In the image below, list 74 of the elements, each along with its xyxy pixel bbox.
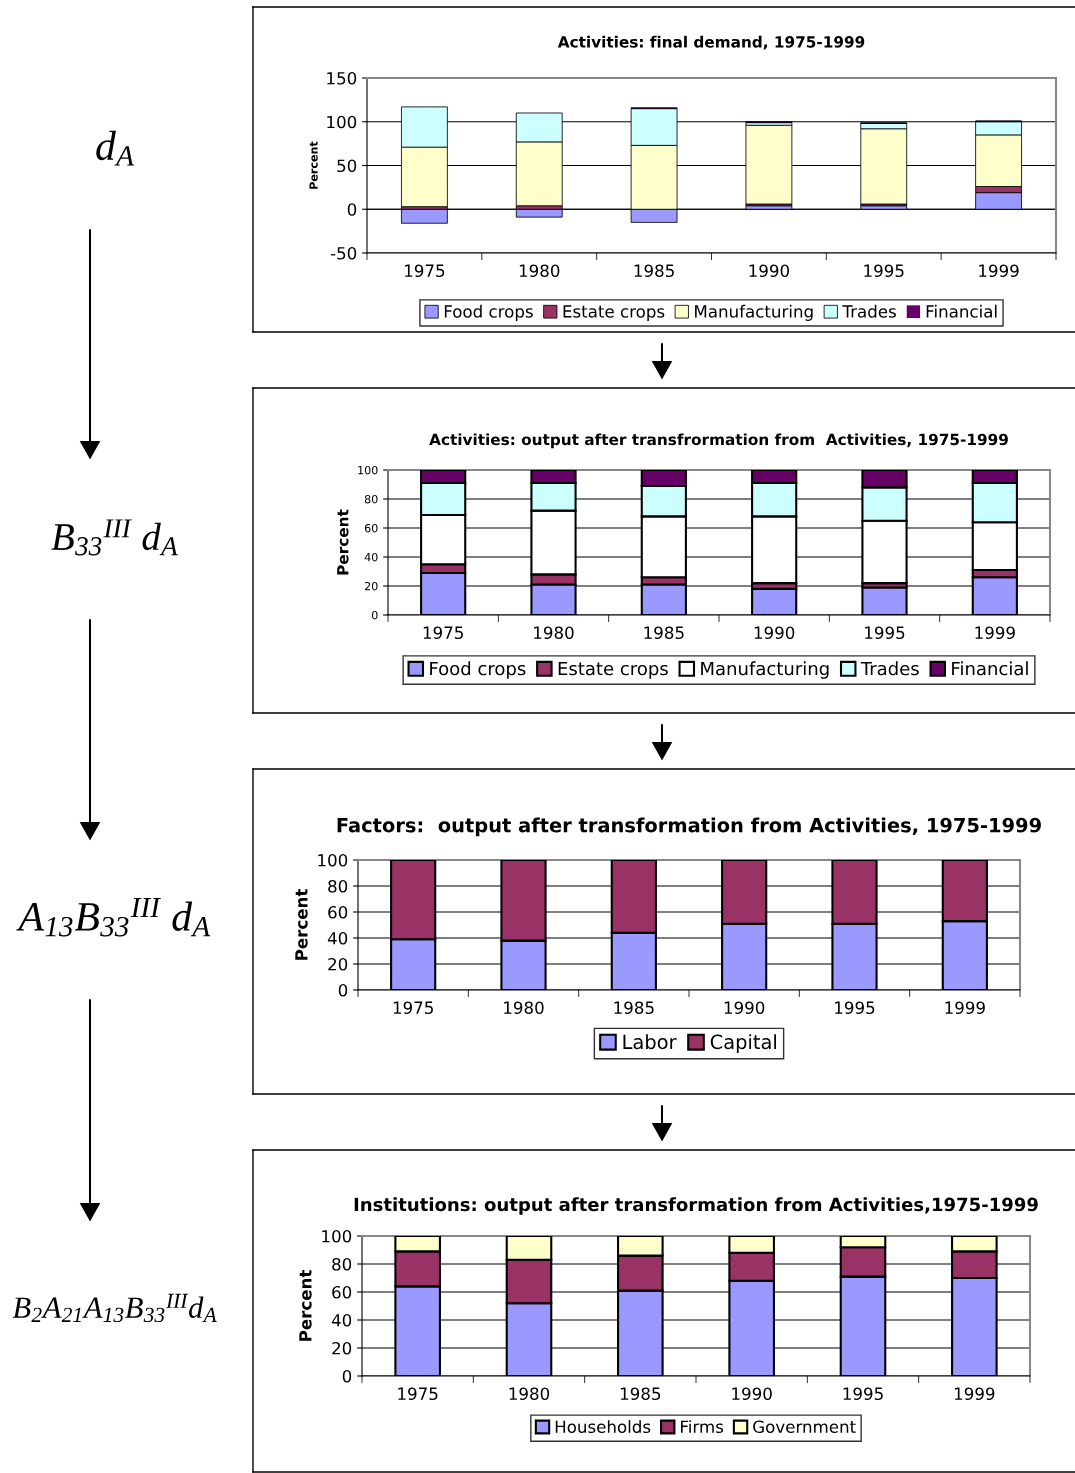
- y-tick-label: 40: [331, 1313, 352, 1327]
- y-tick-label: 150: [327, 71, 357, 85]
- legend-label: Trades: [842, 304, 896, 318]
- x-tick-label: 1995: [835, 1001, 875, 1015]
- y-tick-label: 20: [328, 957, 348, 971]
- x-tick-label: 1985: [644, 626, 684, 640]
- x-tick-label: 1980: [519, 264, 560, 278]
- x-tick-label: 1999: [945, 1001, 985, 1015]
- y-tick-label: 20: [332, 1341, 352, 1355]
- legend-label: Government: [753, 1420, 856, 1434]
- x-tick-label: 1990: [724, 1001, 765, 1015]
- x-tick-label: 1990: [749, 264, 790, 278]
- legend-label: Food crops: [430, 661, 526, 679]
- y-tick-label: 0: [371, 610, 378, 620]
- chart-title: Factors: output after transformation from Activities, 1975-1999: [337, 817, 1041, 837]
- y-axis-title: Percent: [337, 509, 349, 575]
- x-tick-label: 1995: [864, 264, 904, 278]
- chart-title: Activities: final demand, 1975-1999: [557, 35, 865, 50]
- chart-title: Activities: output after transfrormation from Activities, 1975-1999: [429, 433, 1008, 449]
- x-tick-label: 1985: [634, 264, 674, 278]
- x-tick-label: 1980: [534, 626, 574, 640]
- x-tick-label: 1985: [620, 1387, 661, 1401]
- legend-label: Financial: [926, 304, 997, 318]
- x-tick-label: 1975: [405, 264, 445, 278]
- x-tick-label: 1985: [614, 1001, 654, 1015]
- x-tick-label: 1990: [732, 1387, 772, 1401]
- y-axis-title: Percent: [309, 141, 318, 189]
- legend-label: Estate crops: [563, 305, 665, 321]
- y-tick-label: 80: [364, 494, 378, 504]
- y-tick-label: 40: [327, 931, 348, 945]
- legend-label: Labor: [623, 1034, 677, 1050]
- y-tick-label: 100: [322, 1229, 352, 1243]
- legend-label: Firms: [681, 1420, 724, 1434]
- y-axis-title: Percent: [299, 1270, 312, 1341]
- legend-label: Manufacturing: [701, 661, 829, 679]
- x-tick-label: 1995: [843, 1387, 883, 1401]
- legend-label: Capital: [710, 1034, 776, 1053]
- y-tick-label: 60: [332, 1285, 352, 1299]
- x-tick-label: 1980: [509, 1387, 550, 1401]
- x-tick-label: 1999: [954, 1387, 995, 1401]
- y-tick-label: 100: [318, 853, 348, 867]
- y-tick-label: 40: [364, 552, 378, 562]
- y-tick-label: 80: [328, 879, 348, 893]
- legend-label: Trades: [860, 661, 919, 676]
- y-tick-label: 100: [358, 465, 378, 475]
- legend-label: Food crops: [444, 304, 533, 321]
- y-tick-label: 50: [337, 159, 357, 173]
- x-tick-label: 1980: [504, 1001, 544, 1015]
- x-tick-label: 1999: [979, 264, 1019, 278]
- y-tick-label: -50: [330, 246, 357, 260]
- chart-title: Institutions: output after transformation from Activities,1975-1999: [354, 1197, 1038, 1215]
- legend-label: Financial: [952, 661, 1028, 676]
- legend-label: Manufacturing: [695, 304, 813, 321]
- y-tick-label: 0: [342, 1369, 352, 1383]
- legend-label: Households: [555, 1420, 651, 1434]
- text: B$_{2}$A$_{21}$A$_{13}$B$_{33}$$^{III}$d$_{A}$: [12, 1293, 217, 1323]
- y-tick-label: 60: [364, 523, 378, 533]
- text: A$_{13}$B$_{33}$$^{III}$ d$_{A}$: [16, 898, 211, 937]
- y-tick-label: 60: [328, 905, 348, 919]
- y-tick-label: 20: [364, 581, 378, 591]
- x-tick-label: 1999: [975, 626, 1015, 640]
- text: d$_{A}$: [96, 130, 135, 166]
- x-tick-label: 1975: [423, 626, 463, 640]
- y-tick-label: 80: [332, 1257, 352, 1271]
- y-axis-title: Percent: [295, 889, 308, 960]
- legend-label: Estate crops: [558, 661, 668, 679]
- y-tick-label: 100: [327, 115, 357, 129]
- x-tick-label: 1975: [398, 1387, 438, 1401]
- x-tick-label: 1995: [865, 626, 905, 640]
- x-tick-label: 1990: [754, 626, 795, 640]
- text: B$_{33}$$^{III}$ d$_{A}$: [51, 519, 178, 556]
- x-tick-label: 1975: [393, 1001, 433, 1015]
- y-tick-label: 0: [347, 203, 357, 216]
- y-tick-label: 0: [338, 983, 348, 997]
